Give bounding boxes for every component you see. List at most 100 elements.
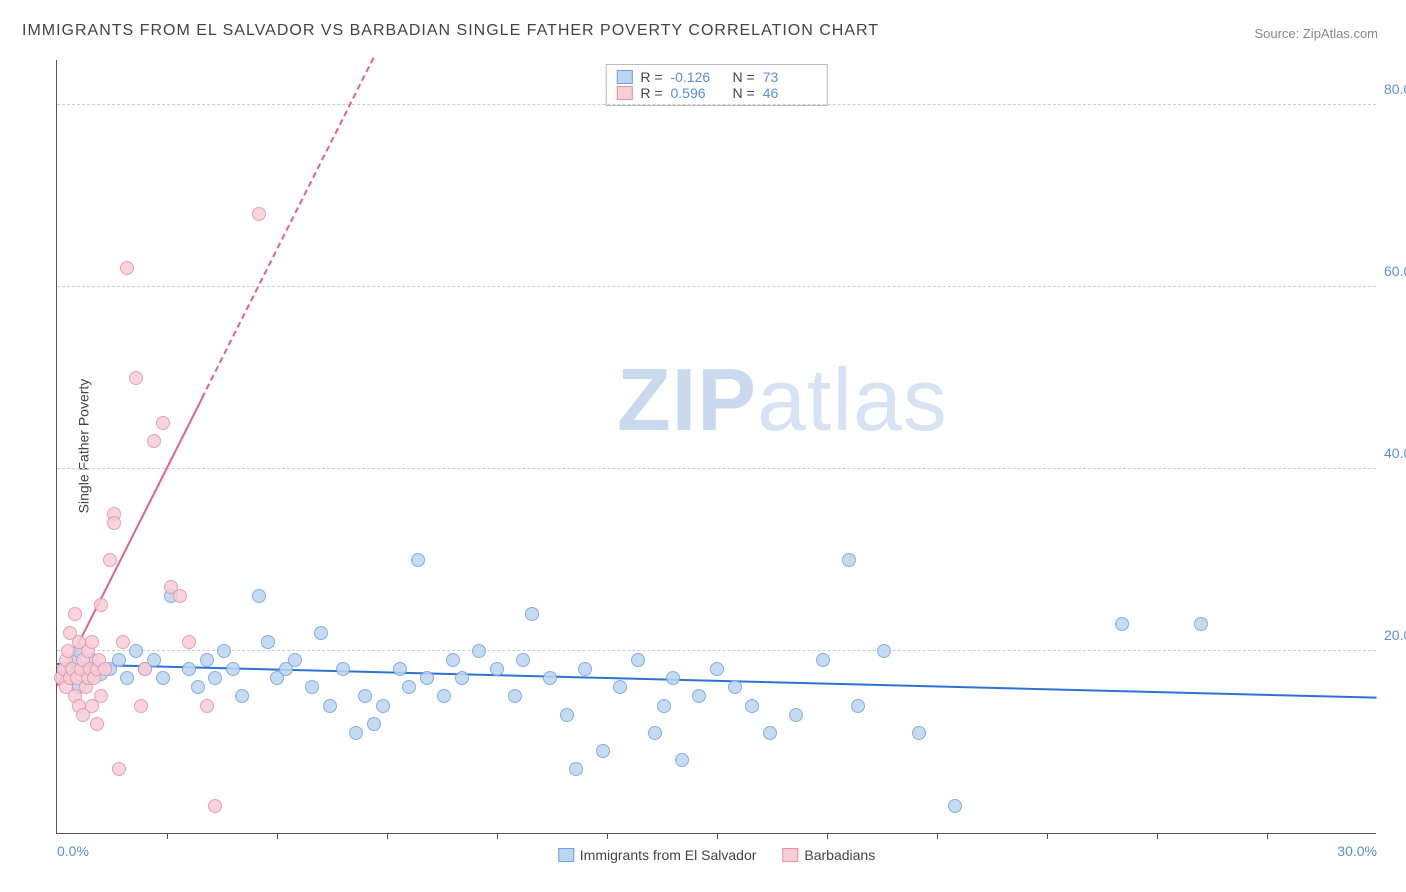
data-point bbox=[107, 516, 121, 530]
data-point bbox=[235, 689, 249, 703]
data-point bbox=[252, 589, 266, 603]
legend-r-value: 0.596 bbox=[671, 85, 725, 101]
legend-swatch bbox=[782, 848, 798, 862]
x-tick bbox=[277, 833, 278, 839]
data-point bbox=[116, 635, 130, 649]
data-point bbox=[560, 708, 574, 722]
x-tick bbox=[1157, 833, 1158, 839]
data-point bbox=[376, 699, 390, 713]
data-point bbox=[252, 207, 266, 221]
gridline bbox=[57, 286, 1376, 287]
legend-r-value: -0.126 bbox=[671, 69, 725, 85]
data-point bbox=[120, 261, 134, 275]
data-point bbox=[710, 662, 724, 676]
data-point bbox=[208, 671, 222, 685]
data-point bbox=[138, 662, 152, 676]
legend-series-item: Immigrants from El Salvador bbox=[558, 847, 757, 863]
legend-series-label: Immigrants from El Salvador bbox=[580, 847, 757, 863]
chart-source: Source: ZipAtlas.com bbox=[1254, 26, 1378, 41]
data-point bbox=[490, 662, 504, 676]
legend-n-value: 46 bbox=[763, 85, 817, 101]
x-tick bbox=[607, 833, 608, 839]
data-point bbox=[402, 680, 416, 694]
data-point bbox=[692, 689, 706, 703]
x-tick-label: 30.0% bbox=[1337, 843, 1377, 859]
data-point bbox=[217, 644, 231, 658]
data-point bbox=[85, 635, 99, 649]
data-point bbox=[261, 635, 275, 649]
legend-stats-row: R = -0.126 N = 73 bbox=[616, 69, 816, 85]
data-point bbox=[948, 799, 962, 813]
legend-stats: R = -0.126 N = 73R = 0.596 N = 46 bbox=[605, 64, 827, 106]
data-point bbox=[525, 607, 539, 621]
data-point bbox=[94, 598, 108, 612]
data-point bbox=[657, 699, 671, 713]
data-point bbox=[98, 662, 112, 676]
data-point bbox=[173, 589, 187, 603]
data-point bbox=[508, 689, 522, 703]
data-point bbox=[578, 662, 592, 676]
data-point bbox=[613, 680, 627, 694]
data-point bbox=[120, 671, 134, 685]
data-point bbox=[666, 671, 680, 685]
x-tick-label: 0.0% bbox=[57, 843, 89, 859]
data-point bbox=[446, 653, 460, 667]
data-point bbox=[675, 753, 689, 767]
data-point bbox=[877, 644, 891, 658]
data-point bbox=[648, 726, 662, 740]
legend-swatch bbox=[558, 848, 574, 862]
data-point bbox=[728, 680, 742, 694]
data-point bbox=[129, 644, 143, 658]
gridline bbox=[57, 104, 1376, 105]
data-point bbox=[134, 699, 148, 713]
data-point bbox=[745, 699, 759, 713]
data-point bbox=[816, 653, 830, 667]
data-point bbox=[569, 762, 583, 776]
gridline bbox=[57, 468, 1376, 469]
y-tick-label: 40.0% bbox=[1384, 445, 1406, 461]
legend-swatch bbox=[616, 86, 632, 100]
data-point bbox=[763, 726, 777, 740]
legend-series-item: Barbadians bbox=[782, 847, 875, 863]
data-point bbox=[288, 653, 302, 667]
data-point bbox=[200, 699, 214, 713]
legend-r-label: R = bbox=[640, 69, 662, 85]
plot-area: ZIPatlas R =-0.126N =73R =0.596N =46 Imm… bbox=[56, 60, 1376, 834]
data-point bbox=[349, 726, 363, 740]
legend-n-label: N = bbox=[733, 69, 755, 85]
data-point bbox=[305, 680, 319, 694]
x-tick bbox=[1047, 833, 1048, 839]
data-point bbox=[851, 699, 865, 713]
data-point bbox=[94, 689, 108, 703]
data-point bbox=[596, 744, 610, 758]
data-point bbox=[420, 671, 434, 685]
y-tick-label: 60.0% bbox=[1384, 263, 1406, 279]
data-point bbox=[314, 626, 328, 640]
x-tick bbox=[387, 833, 388, 839]
data-point bbox=[912, 726, 926, 740]
data-point bbox=[789, 708, 803, 722]
data-point bbox=[472, 644, 486, 658]
data-point bbox=[112, 762, 126, 776]
legend-n-label: N = bbox=[733, 85, 755, 101]
data-point bbox=[208, 799, 222, 813]
y-tick-label: 80.0% bbox=[1384, 81, 1406, 97]
watermark: ZIPatlas bbox=[617, 349, 948, 451]
legend-n-value: 73 bbox=[763, 69, 817, 85]
legend-swatch bbox=[616, 70, 632, 84]
x-tick bbox=[827, 833, 828, 839]
legend-series-label: Barbadians bbox=[804, 847, 875, 863]
data-point bbox=[543, 671, 557, 685]
legend-series: Immigrants from El Salvador Barbadians bbox=[558, 847, 875, 863]
chart-title: IMMIGRANTS FROM EL SALVADOR VS BARBADIAN… bbox=[22, 22, 879, 40]
data-point bbox=[191, 680, 205, 694]
data-point bbox=[842, 553, 856, 567]
data-point bbox=[411, 553, 425, 567]
data-point bbox=[358, 689, 372, 703]
data-point bbox=[393, 662, 407, 676]
data-point bbox=[112, 653, 126, 667]
trend-line-extrapolated bbox=[201, 58, 374, 399]
data-point bbox=[1194, 617, 1208, 631]
data-point bbox=[336, 662, 350, 676]
data-point bbox=[182, 662, 196, 676]
